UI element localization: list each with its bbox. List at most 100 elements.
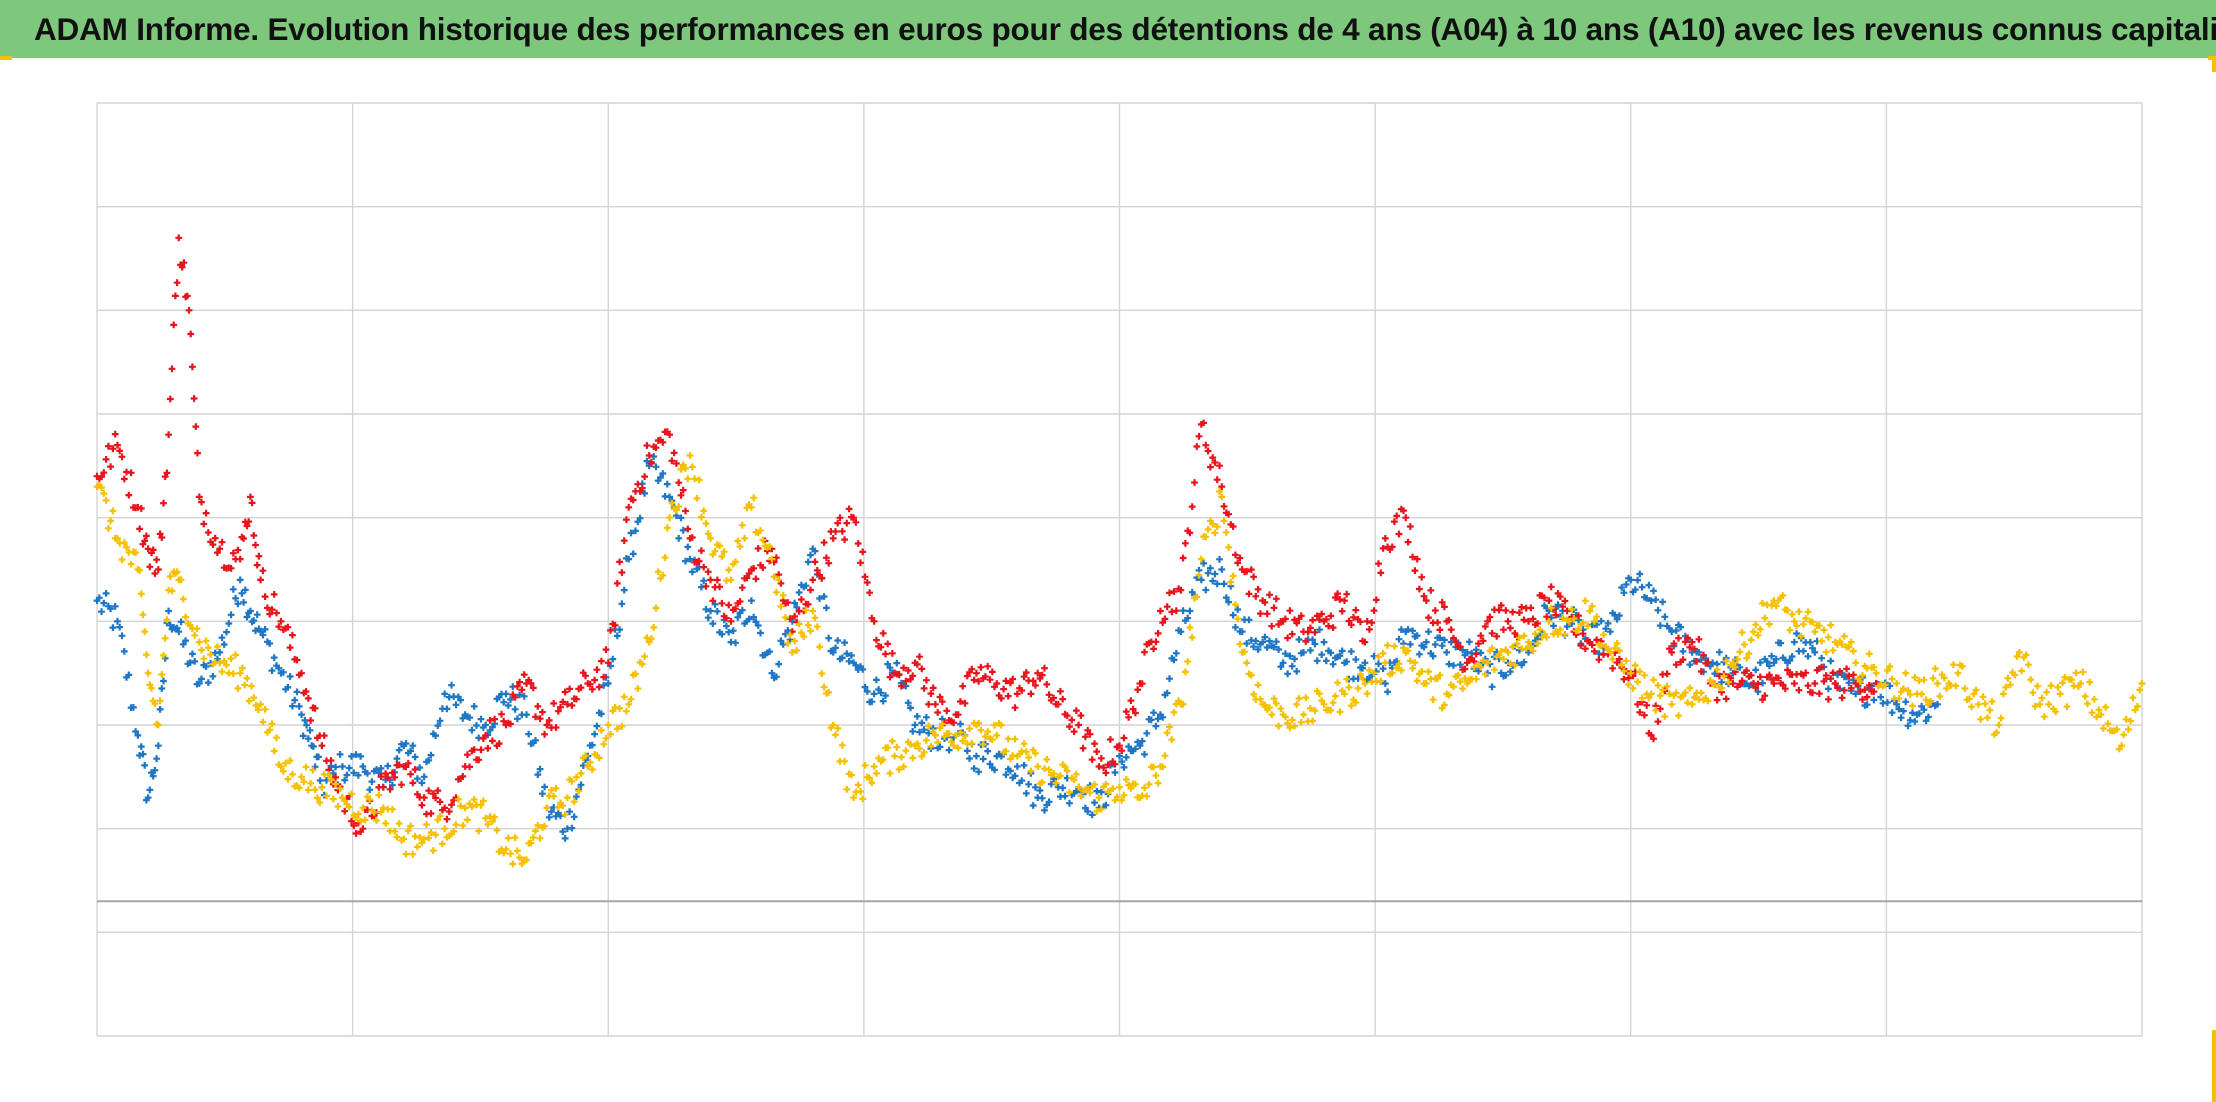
data-point (163, 469, 171, 477)
data-point (151, 766, 159, 774)
data-point (1284, 719, 1291, 727)
data-point (393, 833, 401, 841)
data-point (248, 682, 255, 690)
data-point (1161, 615, 1169, 623)
data-point (240, 535, 247, 542)
data-point (1327, 707, 1335, 714)
data-point (966, 725, 973, 733)
data-point (1384, 642, 1391, 649)
data-point (2077, 680, 2084, 687)
data-point (329, 795, 337, 803)
data-point (766, 543, 773, 550)
data-point (1627, 669, 1635, 677)
data-point (1436, 626, 1444, 634)
data-point (1161, 752, 1169, 760)
data-point (1329, 624, 1337, 631)
data-point (1288, 662, 1296, 670)
data-point (1422, 597, 1430, 604)
data-point (1025, 754, 1032, 761)
data-point (209, 672, 217, 680)
data-point (1668, 628, 1676, 636)
data-point (1815, 690, 1823, 697)
data-point (1561, 597, 1569, 605)
data-point (1007, 679, 1014, 687)
data-point (151, 700, 159, 707)
data-point (1870, 688, 1878, 695)
data-point (191, 658, 199, 665)
data-point (1425, 614, 1432, 621)
data-point (100, 599, 108, 607)
data-point (975, 719, 982, 727)
data-point (1397, 667, 1405, 674)
data-point (109, 507, 117, 515)
data-point (1020, 673, 1028, 681)
data-point (1209, 577, 1217, 585)
data-point (352, 830, 360, 837)
data-point (1320, 638, 1328, 646)
data-point (329, 769, 337, 777)
data-point (218, 538, 226, 546)
data-point (1307, 704, 1314, 712)
data-point (1100, 764, 1107, 771)
data-point (1650, 735, 1657, 743)
data-point (868, 779, 876, 787)
data-point (1459, 685, 1466, 692)
data-point (111, 602, 119, 610)
data-point (359, 763, 367, 770)
data-point (552, 724, 560, 731)
data-point (151, 570, 159, 577)
data-point (898, 682, 905, 690)
data-point (979, 741, 987, 748)
data-point (141, 762, 149, 769)
data-point (223, 661, 230, 669)
data-point (289, 702, 296, 710)
data-point (507, 720, 514, 728)
data-point (1456, 661, 1464, 668)
data-point (598, 727, 605, 734)
data-series (93, 234, 2146, 868)
data-point (495, 740, 503, 747)
data-point (1491, 666, 1498, 674)
data-point (144, 794, 152, 801)
data-point (1877, 693, 1885, 701)
data-point (2056, 690, 2064, 698)
data-point (934, 739, 942, 746)
data-point (927, 742, 935, 750)
data-point (1038, 794, 1046, 802)
data-point (1845, 679, 1853, 687)
data-point (1329, 699, 1337, 707)
data-point (153, 755, 160, 763)
data-point (409, 850, 417, 858)
data-point (336, 785, 344, 792)
data-point (200, 520, 208, 528)
data-point (391, 773, 399, 781)
data-point (1120, 791, 1128, 799)
data-point (866, 774, 873, 782)
data-point (1763, 658, 1771, 666)
data-point (1395, 635, 1403, 643)
data-point (165, 431, 172, 439)
data-point (652, 444, 660, 452)
data-point (752, 575, 760, 583)
data-point (950, 719, 957, 727)
data-point (1204, 569, 1212, 577)
data-point (343, 771, 351, 779)
data-point (861, 683, 869, 691)
data-point (298, 711, 305, 718)
data-point (1175, 697, 1182, 705)
data-point (1066, 799, 1073, 807)
data-point (1684, 634, 1691, 642)
data-point (1227, 578, 1235, 586)
data-point (723, 614, 730, 622)
data-point (1872, 669, 1880, 677)
data-point (118, 556, 126, 563)
data-point (1495, 651, 1503, 659)
data-point (986, 760, 994, 768)
data-point (1034, 763, 1042, 770)
data-point (2090, 695, 2098, 703)
data-point (1886, 682, 1894, 690)
data-point (207, 651, 214, 658)
data-point (306, 727, 314, 734)
data-point (118, 453, 126, 461)
data-point (1338, 607, 1346, 615)
